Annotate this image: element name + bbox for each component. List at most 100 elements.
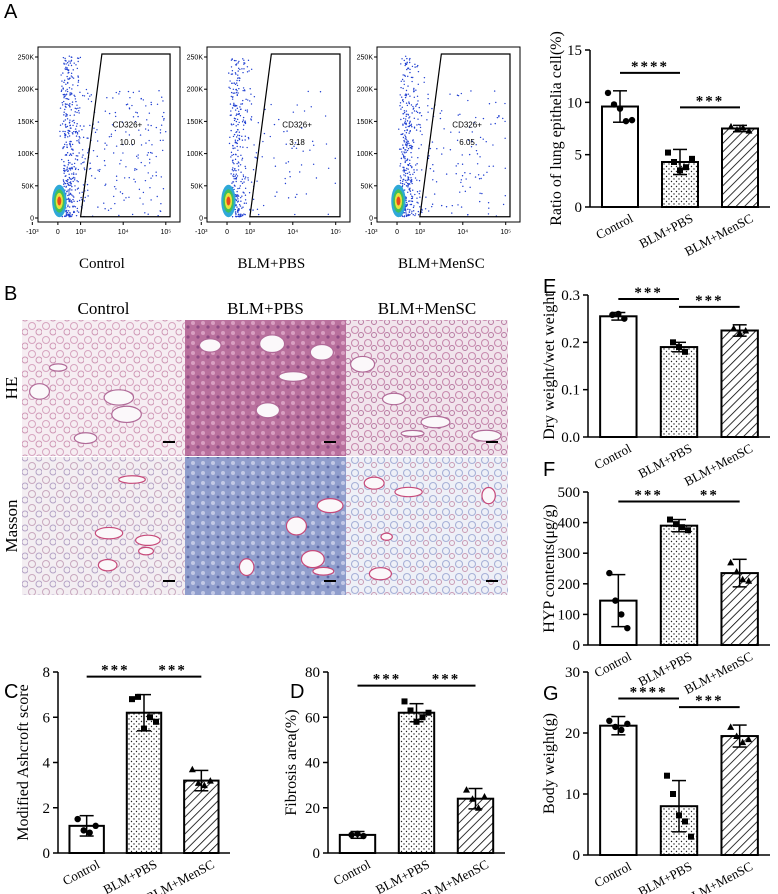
event-dot xyxy=(402,113,404,115)
event-dot xyxy=(253,95,256,98)
event-dot xyxy=(118,214,120,217)
event-dot xyxy=(66,82,69,84)
event-dot xyxy=(75,130,78,133)
event-dot xyxy=(403,183,406,185)
event-dot xyxy=(311,140,314,143)
event-dot xyxy=(408,59,411,61)
event-dot xyxy=(418,112,421,114)
event-dot xyxy=(65,66,67,69)
data-point xyxy=(413,718,420,725)
event-dot xyxy=(67,64,70,66)
event-dot xyxy=(421,209,423,211)
event-dot xyxy=(405,199,407,201)
event-dot xyxy=(68,55,71,57)
event-dot xyxy=(72,195,74,197)
flow-y-tick-label: 200K xyxy=(187,87,204,94)
event-dot xyxy=(412,76,414,79)
event-dot xyxy=(407,208,409,211)
event-dot xyxy=(244,199,247,201)
event-dot xyxy=(65,126,67,128)
event-dot xyxy=(69,214,71,217)
event-dot xyxy=(147,152,150,154)
event-dot xyxy=(243,181,245,183)
airspace xyxy=(29,383,51,400)
event-dot xyxy=(75,125,78,127)
event-dot xyxy=(241,159,243,161)
event-dot xyxy=(241,139,244,141)
event-dot xyxy=(235,178,238,180)
y-tick-label: 4 xyxy=(43,756,51,772)
event-dot xyxy=(235,114,237,117)
event-dot xyxy=(294,196,297,198)
event-dot xyxy=(418,192,421,195)
event-dot xyxy=(237,62,239,64)
airspace xyxy=(309,343,335,361)
airspace xyxy=(394,486,423,498)
event-dot xyxy=(418,179,421,182)
event-dot xyxy=(274,165,277,167)
event-dot xyxy=(423,81,425,84)
event-dot xyxy=(60,90,63,93)
event-dot xyxy=(405,213,407,215)
y-tick-label: 500 xyxy=(558,485,581,501)
airspace xyxy=(259,334,286,354)
event-dot xyxy=(242,128,245,131)
event-dot xyxy=(240,200,242,202)
event-dot xyxy=(148,139,150,142)
event-dot xyxy=(231,70,234,72)
event-dot xyxy=(71,88,73,90)
y-axis-label: HYP contents(μg/g) xyxy=(541,504,558,632)
event-dot xyxy=(75,135,78,137)
event-dot xyxy=(232,175,234,177)
airspace xyxy=(198,338,222,353)
y-tick-label: 100 xyxy=(558,607,581,623)
event-dot xyxy=(90,100,93,103)
event-dot xyxy=(61,215,64,218)
event-dot xyxy=(235,82,238,84)
event-dot xyxy=(67,131,69,134)
flow-y-tick-label: 150K xyxy=(357,119,374,126)
event-dot xyxy=(62,179,65,181)
event-dot xyxy=(405,126,407,129)
event-dot xyxy=(64,182,67,185)
event-dot xyxy=(417,157,419,159)
event-dot xyxy=(244,178,246,180)
event-dot xyxy=(72,172,75,174)
event-dot xyxy=(240,103,242,105)
panel-label: G xyxy=(543,683,559,705)
event-dot xyxy=(312,144,315,147)
bar xyxy=(659,524,699,646)
data-point xyxy=(745,127,753,134)
event-dot xyxy=(401,180,404,182)
event-dot xyxy=(66,115,68,117)
event-dot xyxy=(426,119,428,121)
event-dot xyxy=(129,97,131,99)
data-point xyxy=(360,832,367,840)
event-dot xyxy=(74,128,77,130)
event-dot xyxy=(457,114,459,116)
histology-row-label: Masson xyxy=(2,499,21,552)
event-dot xyxy=(407,67,409,69)
event-dot xyxy=(297,143,299,146)
data-point xyxy=(745,577,753,584)
event-dot xyxy=(76,57,79,59)
flow-y-tick-label: 0 xyxy=(199,216,203,223)
event-dot xyxy=(78,192,81,194)
event-dot xyxy=(405,151,408,153)
airspace xyxy=(312,566,335,576)
event-dot xyxy=(230,73,233,75)
event-dot xyxy=(65,63,67,65)
event-dot xyxy=(66,62,69,64)
event-dot xyxy=(417,214,420,216)
event-dot xyxy=(89,167,92,170)
event-dot xyxy=(236,145,238,148)
event-dot xyxy=(242,116,245,119)
event-dot xyxy=(60,74,62,76)
y-tick-label: 200 xyxy=(558,577,581,593)
event-dot xyxy=(233,59,236,62)
event-dot xyxy=(87,92,89,95)
event-dot xyxy=(403,216,405,218)
event-dot xyxy=(492,165,495,167)
event-dot xyxy=(409,57,411,60)
event-dot xyxy=(406,182,409,185)
